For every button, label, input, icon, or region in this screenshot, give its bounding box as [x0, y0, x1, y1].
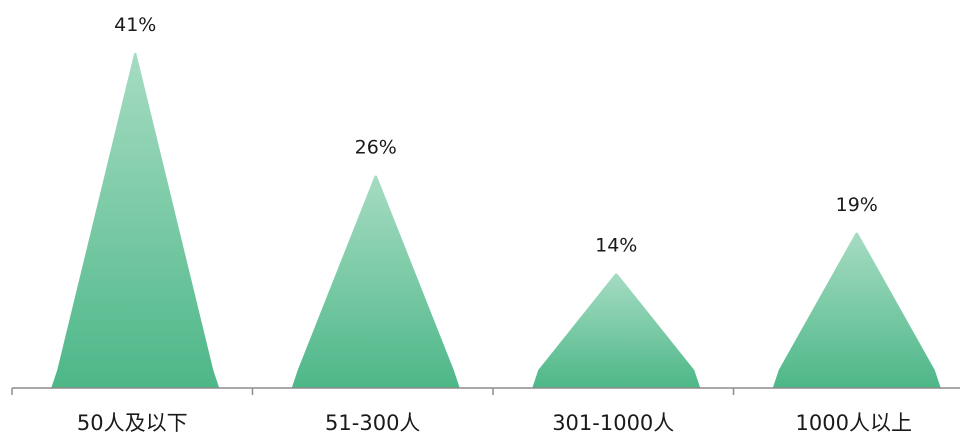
- triangle-bar-3: [532, 274, 700, 388]
- data-label-4: 19%: [836, 194, 878, 216]
- triangle-bar-2: [292, 176, 460, 388]
- category-label-2: 51-300人: [325, 411, 420, 435]
- data-label-3: 14%: [595, 235, 637, 257]
- category-label-3: 301-1000人: [552, 411, 674, 435]
- data-label-1: 41%: [114, 14, 156, 36]
- data-label-2: 26%: [355, 137, 397, 159]
- bars-layer: [51, 53, 941, 388]
- x-axis: [12, 388, 960, 395]
- triangle-bar-1: [51, 53, 219, 388]
- triangle-bar-4: [773, 233, 941, 388]
- category-label-1: 50人及以下: [77, 411, 188, 435]
- category-label-4: 1000人以上: [796, 411, 912, 435]
